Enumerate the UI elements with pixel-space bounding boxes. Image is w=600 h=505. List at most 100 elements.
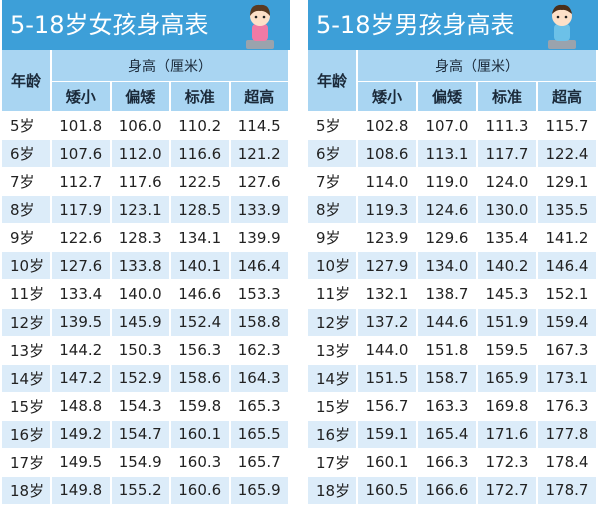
height-cell: 115.7 [538, 112, 598, 141]
height-cell: 133.4 [52, 280, 112, 309]
height-cell: 147.2 [52, 364, 112, 393]
age-cell: 10岁 [308, 252, 358, 281]
height-cell: 178.4 [538, 448, 598, 477]
height-cell: 111.3 [478, 112, 538, 141]
table-title: 5-18岁男孩身高表 [308, 0, 598, 50]
age-cell: 6岁 [308, 140, 358, 169]
column-header: 矮小 [358, 82, 418, 112]
height-cell: 124.0 [478, 168, 538, 197]
height-cell: 116.6 [171, 140, 231, 169]
height-cell: 106.0 [111, 112, 171, 141]
height-cell: 127.6 [52, 252, 112, 281]
height-cell: 129.1 [538, 168, 598, 197]
height-cell: 160.5 [358, 476, 418, 505]
height-cell: 156.3 [171, 336, 231, 365]
age-cell: 15岁 [2, 392, 52, 421]
age-cell: 8岁 [2, 196, 52, 225]
age-header: 年龄 [2, 50, 52, 112]
height-cell: 107.6 [52, 140, 112, 169]
height-cell: 107.0 [418, 112, 478, 141]
height-cell: 156.7 [358, 392, 418, 421]
height-header: 身高（厘米） [52, 50, 290, 82]
height-cell: 117.7 [478, 140, 538, 169]
height-cell: 152.9 [111, 364, 171, 393]
age-cell: 11岁 [308, 280, 358, 309]
height-cell: 172.7 [478, 476, 538, 505]
height-cell: 166.3 [418, 448, 478, 477]
height-cell: 113.1 [418, 140, 478, 169]
height-cell: 130.0 [478, 196, 538, 225]
boys-table: 5-18岁男孩身高表 年龄 身高（厘米） 矮小 偏矮 标准 超高 5岁 102.8 107.0 1… [308, 0, 598, 505]
height-cell: 148.8 [52, 392, 112, 421]
height-cell: 160.1 [358, 448, 418, 477]
height-cell: 149.2 [52, 420, 112, 449]
height-cell: 159.8 [171, 392, 231, 421]
height-cell: 146.4 [230, 252, 290, 281]
height-cell: 158.6 [171, 364, 231, 393]
age-cell: 10岁 [2, 252, 52, 281]
column-header: 标准 [478, 82, 538, 112]
height-cell: 152.1 [538, 280, 598, 309]
height-cell: 133.9 [230, 196, 290, 225]
height-cell: 166.6 [418, 476, 478, 505]
height-cell: 158.8 [230, 308, 290, 337]
age-cell: 15岁 [308, 392, 358, 421]
age-cell: 6岁 [2, 140, 52, 169]
height-cell: 138.7 [418, 280, 478, 309]
height-cell: 158.7 [418, 364, 478, 393]
age-cell: 17岁 [2, 448, 52, 477]
column-header: 矮小 [52, 82, 112, 112]
height-cell: 159.5 [478, 336, 538, 365]
height-cell: 139.5 [52, 308, 112, 337]
height-cell: 165.5 [230, 420, 290, 449]
height-cell: 123.9 [358, 224, 418, 253]
height-cell: 114.5 [230, 112, 290, 141]
height-cell: 151.5 [358, 364, 418, 393]
height-cell: 165.3 [230, 392, 290, 421]
table-title: 5-18岁女孩身高表 [2, 0, 290, 50]
height-cell: 176.3 [538, 392, 598, 421]
age-cell: 11岁 [2, 280, 52, 309]
age-cell: 7岁 [2, 168, 52, 197]
height-cell: 154.3 [111, 392, 171, 421]
height-cell: 112.0 [111, 140, 171, 169]
height-cell: 178.7 [538, 476, 598, 505]
height-cell: 117.6 [111, 168, 171, 197]
age-cell: 9岁 [2, 224, 52, 253]
column-header: 超高 [538, 82, 598, 112]
height-cell: 135.5 [538, 196, 598, 225]
height-cell: 145.3 [478, 280, 538, 309]
age-cell: 8岁 [308, 196, 358, 225]
height-cell: 123.1 [111, 196, 171, 225]
height-cell: 124.6 [418, 196, 478, 225]
height-cell: 134.1 [171, 224, 231, 253]
age-cell: 9岁 [308, 224, 358, 253]
height-cell: 127.9 [358, 252, 418, 281]
height-cell: 171.6 [478, 420, 538, 449]
age-cell: 12岁 [308, 308, 358, 337]
height-header: 身高（厘米） [358, 50, 598, 82]
height-cell: 154.7 [111, 420, 171, 449]
age-cell: 7岁 [308, 168, 358, 197]
age-header: 年龄 [308, 50, 358, 112]
height-cell: 165.9 [478, 364, 538, 393]
height-cell: 165.7 [230, 448, 290, 477]
height-cell: 146.4 [538, 252, 598, 281]
height-cell: 132.1 [358, 280, 418, 309]
height-cell: 141.2 [538, 224, 598, 253]
height-cell: 149.5 [52, 448, 112, 477]
height-cell: 160.6 [171, 476, 231, 505]
height-cell: 146.6 [171, 280, 231, 309]
height-cell: 122.4 [538, 140, 598, 169]
height-cell: 135.4 [478, 224, 538, 253]
height-cell: 112.7 [52, 168, 112, 197]
height-cell: 151.8 [418, 336, 478, 365]
height-cell: 159.1 [358, 420, 418, 449]
height-cell: 119.0 [418, 168, 478, 197]
height-cell: 165.4 [418, 420, 478, 449]
height-cell: 133.8 [111, 252, 171, 281]
height-cell: 150.3 [111, 336, 171, 365]
column-header: 超高 [230, 82, 290, 112]
age-cell: 18岁 [308, 476, 358, 505]
